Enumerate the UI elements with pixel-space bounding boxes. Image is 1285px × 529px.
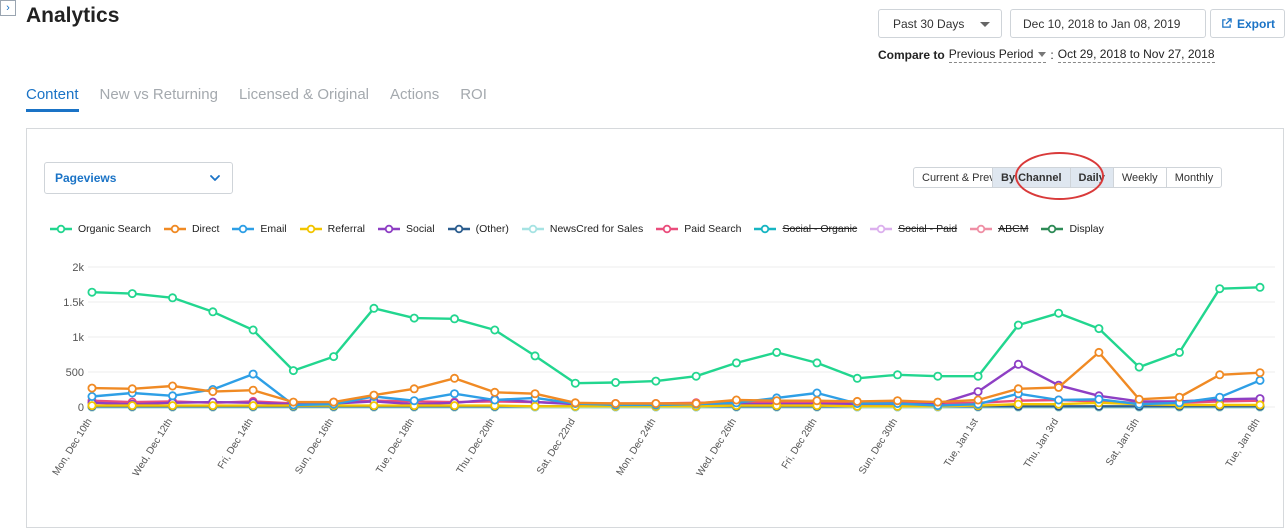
legend-swatch — [521, 224, 544, 234]
caret-down-icon — [980, 22, 990, 27]
legend-item-paid-search[interactable]: Paid Search — [656, 223, 741, 235]
tab-roi[interactable]: ROI — [460, 86, 487, 103]
compare-period-label: Previous Period — [948, 47, 1034, 61]
compare-label: Compare to — [878, 48, 945, 62]
date-range-preset-select[interactable]: Past 30 Days — [878, 9, 1002, 38]
legend-label: NewsCred for Sales — [549, 223, 644, 235]
tab-new-vs-returning[interactable]: New vs Returning — [99, 86, 218, 103]
legend-item-display[interactable]: Display — [1041, 223, 1104, 235]
legend-item-email[interactable]: Email — [232, 223, 287, 235]
expand-sidebar-button[interactable]: › — [0, 0, 16, 16]
compare-dates-picker[interactable]: Oct 29, 2018 to Nov 27, 2018 — [1057, 47, 1215, 63]
legend-label: Social - Paid — [898, 223, 958, 235]
tab-actions[interactable]: Actions — [390, 86, 440, 103]
legend-swatch — [232, 224, 255, 234]
legend-item-social-organic[interactable]: Social - Organic — [754, 223, 857, 235]
legend-item-newscred-for-sales[interactable]: NewsCred for Sales — [521, 223, 644, 235]
weekly-button[interactable]: Weekly — [1114, 168, 1167, 187]
page-title: Analytics — [26, 4, 120, 27]
legend-item-abcm[interactable]: ABCM — [970, 223, 1028, 235]
legend-item-referral[interactable]: Referral — [299, 223, 365, 235]
legend-item-social-paid[interactable]: Social - Paid — [870, 223, 957, 235]
export-label: Export — [1237, 16, 1276, 31]
analytics-tabs: Content New vs Returning Licensed & Orig… — [26, 86, 508, 112]
legend-swatch — [970, 224, 993, 234]
legend-item-direct[interactable]: Direct — [163, 223, 220, 235]
date-range-preset-label: Past 30 Days — [893, 16, 965, 31]
legend-label: Social - Organic — [782, 223, 858, 235]
legend-label: ABCM — [998, 223, 1029, 235]
legend-swatch — [50, 224, 72, 234]
legend-swatch — [1041, 224, 1064, 234]
date-range-picker[interactable]: Dec 10, 2018 to Jan 08, 2019 — [1010, 9, 1206, 38]
chevron-right-icon: › — [6, 1, 10, 14]
legend-item-other[interactable]: (Other) — [447, 223, 509, 235]
legend-label: Organic Search — [78, 223, 151, 235]
legend-swatch — [870, 224, 893, 234]
view-toggle-group: Current & Previous By Channel Daily Week… — [913, 167, 1223, 188]
compare-separator: : — [1050, 48, 1054, 62]
legend-label: Paid Search — [684, 223, 742, 235]
compare-period-select[interactable]: Previous Period — [948, 47, 1047, 63]
legend-label: Referral — [327, 223, 365, 235]
legend-swatch — [447, 224, 470, 234]
legend-label: Direct — [191, 223, 220, 235]
tab-licensed-original[interactable]: Licensed & Original — [238, 86, 370, 103]
legend-item-organic-search[interactable]: Organic Search — [50, 223, 151, 235]
chart-legend: Organic Search Direct Email Referral Social (… — [50, 223, 1117, 235]
tab-content[interactable]: Content — [26, 86, 79, 112]
legend-swatch — [299, 224, 322, 234]
legend-swatch — [163, 224, 186, 234]
legend-label: Social — [406, 223, 435, 235]
legend-swatch — [656, 224, 679, 234]
date-range-label: Dec 10, 2018 to Jan 08, 2019 — [1023, 16, 1181, 31]
chevron-down-icon — [210, 175, 220, 181]
by-channel-button[interactable]: By Channel — [993, 168, 1071, 187]
legend-label: (Other) — [475, 223, 509, 235]
metric-select-label: Pageviews — [55, 171, 117, 185]
legend-label: Email — [260, 223, 287, 235]
legend-swatch — [378, 224, 400, 234]
daily-button[interactable]: Daily — [1070, 168, 1114, 187]
current-previous-button[interactable]: Current & Previous — [914, 168, 993, 187]
monthly-button[interactable]: Monthly — [1174, 171, 1214, 184]
metric-select[interactable]: Pageviews — [44, 162, 233, 194]
legend-label: Display — [1069, 223, 1104, 235]
export-button[interactable]: Export — [1210, 9, 1285, 38]
external-link-icon — [1222, 18, 1232, 28]
caret-down-icon — [1038, 51, 1047, 57]
legend-swatch — [754, 224, 777, 234]
compare-row: Compare to Previous Period : Oct 29, 201… — [878, 47, 1215, 63]
legend-item-social[interactable]: Social — [378, 223, 435, 235]
